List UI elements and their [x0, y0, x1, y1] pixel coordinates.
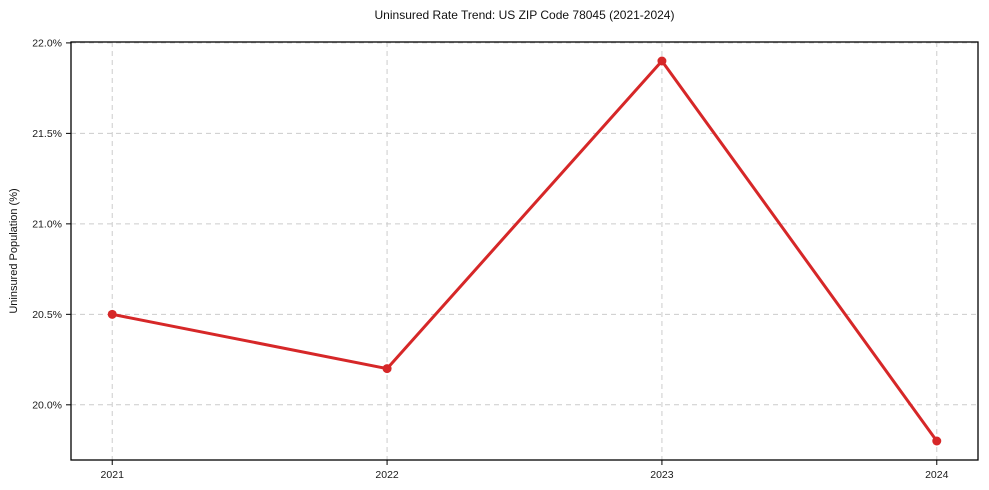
y-tick-label: 21.0% — [32, 218, 62, 230]
y-tick-label: 20.0% — [32, 399, 62, 411]
data-point — [382, 364, 392, 374]
y-tick-label: 21.5% — [32, 128, 62, 140]
data-point — [657, 56, 667, 66]
trend-line — [110, 59, 939, 443]
y-tick-label: 22.0% — [32, 37, 62, 49]
data-point — [932, 436, 942, 446]
chart-title: Uninsured Rate Trend: US ZIP Code 78045 … — [374, 8, 675, 22]
data-point — [107, 309, 117, 319]
x-tick-label: 2022 — [375, 469, 399, 481]
axes-frame — [70, 41, 979, 461]
x-tick-label: 2023 — [650, 469, 674, 481]
x-tick-label: 2021 — [101, 469, 125, 481]
x-tick-label: 2024 — [925, 469, 949, 481]
y-tick-label: 20.5% — [32, 309, 62, 321]
